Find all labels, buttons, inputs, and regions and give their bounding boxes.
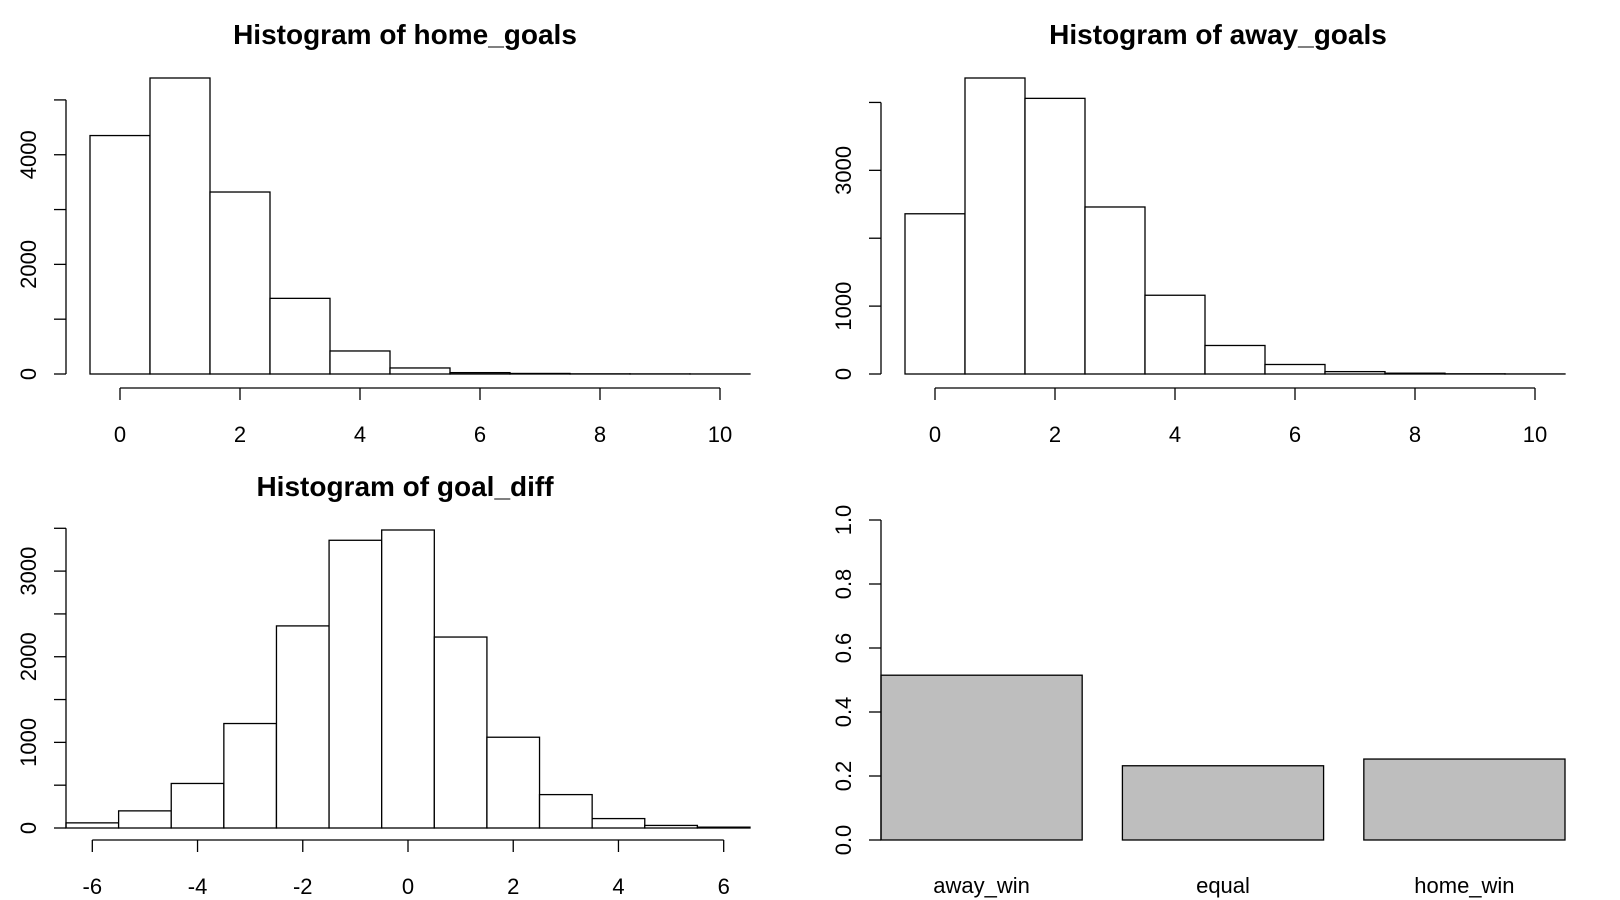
bars-group	[880, 674, 1566, 841]
histogram-bar	[1204, 344, 1266, 375]
x-tick-label: 8	[594, 422, 606, 447]
histogram-bar	[509, 372, 571, 375]
x-tick-label: 6	[474, 422, 486, 447]
x-tick-label: 2	[234, 422, 246, 447]
panel-barplot-outcomes: away_win equal home_win 0.0 0.2 0.4 0.6 0.8 1.0	[831, 505, 1566, 898]
histogram-bar	[209, 191, 271, 375]
bars-group	[65, 529, 751, 829]
x-tick-label: -6	[83, 874, 103, 899]
histogram-bar	[1264, 363, 1326, 375]
x-tick-label: 4	[354, 422, 366, 447]
category-label: away_win	[933, 873, 1030, 898]
histogram-bar	[389, 367, 451, 375]
x-axis: 0 2 4 6 8 10	[114, 387, 732, 447]
histogram-bar	[170, 782, 225, 829]
x-axis: away_win equal home_win	[933, 873, 1514, 898]
x-axis: 0 2 4 6 8 10	[929, 387, 1547, 447]
histogram-bar	[223, 722, 278, 829]
histogram-bar	[449, 371, 511, 375]
chart-title: Histogram of home_goals	[233, 19, 577, 50]
x-tick-label: 0	[402, 874, 414, 899]
histogram-bar	[486, 736, 541, 829]
histogram-bar	[89, 134, 151, 375]
histogram-bar	[644, 824, 699, 829]
histogram-bar	[696, 826, 751, 829]
bars-group	[89, 77, 751, 375]
x-tick-label: -4	[188, 874, 208, 899]
panel-histogram-home-goals: Histogram of home_goals 0 2 4 6 8 10 0 2000 400…	[16, 19, 751, 447]
histogram-bar	[1024, 97, 1086, 375]
histogram-bar	[381, 529, 435, 829]
bar-away_win	[880, 674, 1083, 841]
bar-equal	[1121, 765, 1325, 841]
x-axis: -6 -4 -2 0 2 4 6	[83, 839, 730, 899]
histogram-bar	[117, 810, 172, 829]
y-tick-label: 3000	[16, 547, 41, 596]
y-tick-label: 1000	[831, 282, 856, 331]
x-tick-label: 4	[1169, 422, 1181, 447]
panel-histogram-goal-diff: Histogram of goal_diff -6 -4 -2 0 2 4 6 0 1000 2…	[16, 471, 751, 899]
histogram-bar	[149, 77, 211, 375]
x-tick-label: 0	[114, 422, 126, 447]
x-tick-label: 6	[1289, 422, 1301, 447]
y-tick-label: 0.4	[831, 697, 856, 728]
x-tick-label: 0	[929, 422, 941, 447]
bar-home_win	[1363, 758, 1566, 841]
histogram-bar	[329, 350, 391, 375]
chart-title: Histogram of away_goals	[1049, 19, 1387, 50]
y-tick-label: 0	[16, 368, 41, 380]
y-tick-label: 3000	[831, 146, 856, 195]
y-axis: 0.0 0.2 0.4 0.6 0.8 1.0	[831, 505, 882, 856]
histogram-bar	[433, 636, 488, 829]
category-label: home_win	[1414, 873, 1514, 898]
y-tick-label: 0.8	[831, 569, 856, 600]
histogram-bar	[538, 793, 593, 829]
panel-histogram-away-goals: Histogram of away_goals 0 2 4 6 8 10 0 1000 300…	[831, 19, 1566, 447]
category-label: equal	[1196, 873, 1250, 898]
x-tick-label: 6	[718, 874, 730, 899]
y-tick-label: 1.0	[831, 505, 856, 536]
x-tick-label: 4	[612, 874, 624, 899]
histogram-bar	[904, 213, 966, 375]
y-tick-label: 0.0	[831, 825, 856, 856]
histogram-bar	[591, 817, 646, 829]
histogram-bar	[275, 625, 330, 829]
y-axis: 0 2000 4000	[16, 99, 67, 380]
y-tick-label: 2000	[16, 240, 41, 289]
histogram-bar	[964, 77, 1026, 375]
y-tick-label: 0.2	[831, 761, 856, 792]
x-tick-label: 2	[507, 874, 519, 899]
x-tick-label: 10	[708, 422, 732, 447]
x-tick-label: 10	[1523, 422, 1547, 447]
y-tick-label: 0.6	[831, 633, 856, 664]
y-tick-label: 2000	[16, 632, 41, 681]
histogram-bar	[269, 297, 331, 375]
chart-title: Histogram of goal_diff	[256, 471, 554, 502]
histogram-bar	[1084, 206, 1146, 375]
y-tick-label: 0	[16, 822, 41, 834]
histogram-bar	[65, 822, 120, 829]
x-tick-label: 8	[1409, 422, 1421, 447]
y-axis: 0 1000 2000 3000	[16, 527, 67, 834]
histogram-bar	[1324, 370, 1386, 375]
y-axis: 0 1000 3000	[831, 101, 882, 380]
y-tick-label: 0	[831, 368, 856, 380]
histogram-bar	[328, 539, 383, 829]
y-tick-label: 1000	[16, 718, 41, 767]
y-tick-label: 4000	[16, 130, 41, 179]
x-tick-label: 2	[1049, 422, 1061, 447]
bars-group	[904, 77, 1566, 375]
histogram-bar	[1144, 294, 1206, 375]
histogram-bar	[1384, 372, 1446, 375]
x-tick-label: -2	[293, 874, 313, 899]
